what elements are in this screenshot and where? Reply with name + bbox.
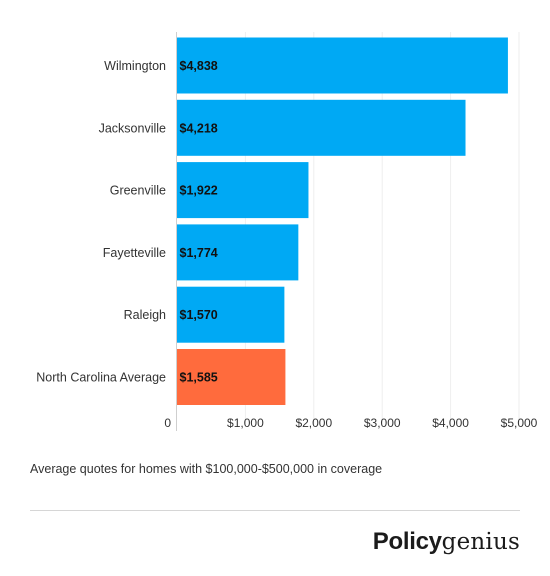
data-label: $1,585 — [180, 371, 218, 385]
bar — [177, 99, 466, 156]
x-tick-label: $4,000 — [432, 416, 469, 430]
bar-chart: $4,838 Wilmington $4,218 Jacksonville $1,922… — [36, 32, 538, 431]
divider — [30, 510, 520, 511]
x-tick-label: $1,000 — [227, 416, 264, 430]
policygenius-logo: Policy genius — [373, 528, 520, 560]
data-label: $4,218 — [180, 121, 218, 135]
chart-caption: Average quotes for homes with $100,000-$… — [30, 462, 383, 476]
bar — [177, 162, 309, 219]
logo-text-light: genius — [441, 529, 520, 555]
category-label: Wilmington — [104, 59, 166, 73]
logo-text-bold: Policy — [372, 528, 442, 555]
data-label: $1,570 — [180, 308, 218, 322]
category-label: Fayetteville — [103, 246, 166, 260]
data-label: $1,922 — [180, 184, 218, 198]
category-label: Greenville — [110, 184, 166, 198]
category-label: Jacksonville — [99, 121, 166, 135]
x-tick-label: $3,000 — [364, 416, 401, 430]
bar — [177, 349, 286, 405]
x-tick-label: 0 — [164, 416, 171, 430]
category-label: Raleigh — [124, 308, 166, 322]
bar — [177, 37, 508, 94]
category-label: North Carolina Average — [36, 371, 166, 385]
x-tick-label: $5,000 — [501, 416, 538, 430]
data-label: $1,774 — [180, 246, 218, 260]
bar — [177, 224, 299, 281]
data-label: $4,838 — [180, 59, 218, 73]
x-tick-label: $2,000 — [295, 416, 332, 430]
bar — [177, 286, 285, 343]
